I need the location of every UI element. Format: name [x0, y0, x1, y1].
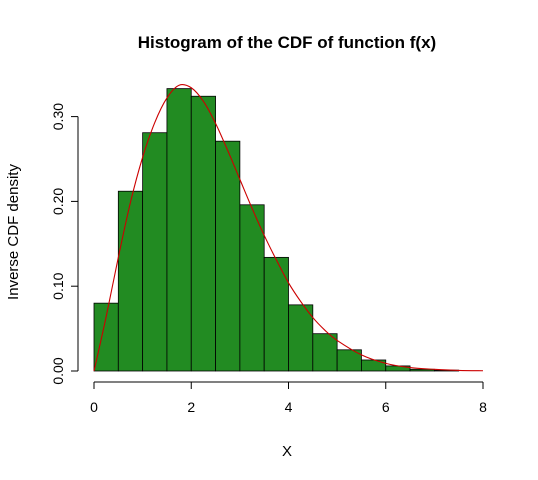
- histogram-bar-1: [93, 302, 119, 372]
- histogram-bar-2: [117, 190, 144, 372]
- histogram-bar-10: [312, 333, 338, 372]
- y-axis: 0.00 0.10 0.20 0.30: [50, 103, 79, 385]
- chart-title: Histogram of the CDF of function f(x): [138, 33, 436, 52]
- y-tick-label: 0.30: [50, 103, 66, 130]
- x-axis-label: X: [282, 443, 292, 460]
- y-tick-label: 0.00: [50, 357, 66, 384]
- x-tick-label: 2: [187, 399, 195, 415]
- x-tick-label: 8: [479, 399, 487, 415]
- x-tick-label: 4: [285, 399, 293, 415]
- histogram-bar-8: [263, 256, 289, 372]
- histogram-bar-9: [288, 304, 314, 372]
- y-tick-label: 0.20: [50, 188, 66, 215]
- histogram-bar-4: [166, 88, 192, 372]
- density-curve: [93, 83, 484, 372]
- histogram-bar-12: [361, 359, 387, 372]
- y-tick-label: 0.10: [50, 272, 66, 299]
- histogram-bar-3: [142, 132, 168, 372]
- x-tick-label: 6: [382, 399, 390, 415]
- histogram-bar-5: [190, 95, 216, 372]
- density-curve-layer: [93, 83, 484, 372]
- histogram-bar-6: [215, 140, 241, 372]
- x-axis: 0 2 4 6 8: [90, 381, 487, 415]
- y-axis-label: Inverse CDF density: [5, 164, 22, 300]
- histogram-bars: [93, 88, 460, 372]
- histogram-bar-7: [239, 204, 265, 372]
- x-tick-label: 0: [90, 399, 98, 415]
